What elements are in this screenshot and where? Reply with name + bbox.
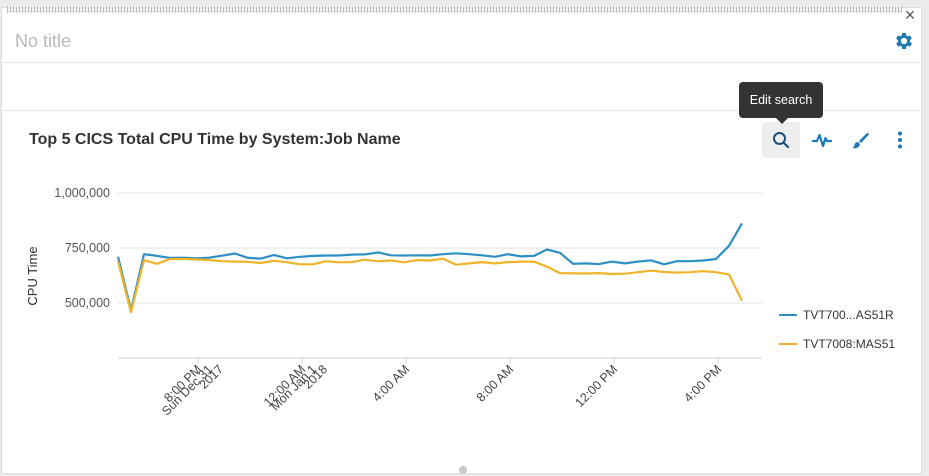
legend-swatch [779,313,797,316]
more-options-button[interactable] [881,122,919,158]
drag-handle[interactable] [7,6,902,13]
widget-title[interactable]: No title [15,31,72,51]
y-axis-label: CPU Time [25,246,40,305]
legend-label: TVT700...AS51R [803,307,894,322]
y-tick-label: 1,000,000 [54,186,110,200]
search-icon [773,132,790,149]
x-tick-label: 12:00 PM [572,362,620,410]
gridlines [118,192,762,304]
visualization-button[interactable] [803,122,841,158]
chart-title: Top 5 CICS Total CPU Time by System:Job … [29,131,401,148]
section-divider [1,110,920,111]
header-divider [1,62,920,63]
legend-item-series-2[interactable]: TVT7008:MAS51 [779,335,895,352]
x-tick-label: 8:00 AM [474,362,516,404]
gear-icon[interactable] [893,30,915,52]
edit-search-button[interactable] [762,122,800,158]
x-tick-label: 4:00 PM [681,362,724,405]
series-line-2[interactable] [116,257,743,314]
legend-label: TVT7008:MAS51 [803,336,896,351]
format-button[interactable] [841,122,879,158]
activity-icon [812,133,832,148]
y-tick-label: 500,000 [65,296,110,310]
kebab-menu-icon [898,131,902,149]
edit-search-tooltip: Edit search [739,82,823,124]
series-line-1[interactable] [116,222,743,312]
y-tick-label: 750,000 [65,241,110,255]
brush-icon [852,132,869,149]
y-axis-ticks: 500,000 750,000 1,000,000 [54,186,110,310]
chart-legend: TVT700...AS51R TVT7008:MAS51 [779,306,895,364]
legend-item-series-1[interactable]: TVT700...AS51R [779,306,895,323]
scroll-indicator[interactable] [459,466,467,474]
series-lines [116,222,743,314]
x-tick-label: 4:00 AM [370,362,412,404]
legend-swatch [779,342,797,345]
close-icon[interactable]: × [904,5,916,25]
